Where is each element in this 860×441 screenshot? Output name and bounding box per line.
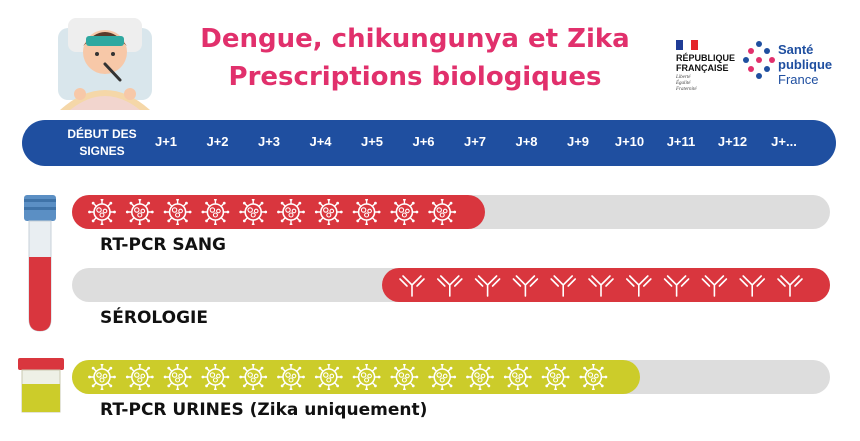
rtpcr-sang-virus-icons bbox=[88, 199, 457, 225]
serologie-label: SÉROLOGIE bbox=[100, 308, 208, 328]
timeline-day-8: J+8 bbox=[515, 134, 538, 149]
virus-icon bbox=[503, 364, 532, 390]
rtpcr-urines-track bbox=[72, 360, 830, 394]
rtpcr-urines-bar bbox=[72, 360, 640, 394]
timeline-day-9: J+9 bbox=[566, 134, 590, 149]
virus-icon bbox=[88, 364, 116, 390]
rf-motto-2: Égalité bbox=[676, 81, 691, 86]
serologie-antibody-icons bbox=[399, 275, 803, 297]
timeline-header: DÉBUT DES SIGNES J+1 J+2 J+3 J+4 J+5 J+6 J+7 J+… bbox=[22, 120, 836, 166]
timeline-day-13: J+... bbox=[771, 134, 797, 149]
spf-line2: publique bbox=[778, 57, 833, 72]
antibody-icon bbox=[474, 275, 501, 297]
antibody-icon bbox=[550, 275, 576, 297]
antibody-icon bbox=[777, 275, 803, 297]
antibody-icon bbox=[588, 275, 614, 297]
virus-icon bbox=[201, 199, 230, 225]
timeline-day-5: J+5 bbox=[360, 134, 384, 149]
virus-icon bbox=[88, 199, 116, 225]
timeline-day-7: J+7 bbox=[463, 134, 487, 149]
virus-icon bbox=[163, 199, 192, 225]
rf-motto-1: Liberté bbox=[676, 75, 691, 80]
antibody-icon bbox=[663, 275, 690, 297]
timeline-day-11: J+11 bbox=[666, 134, 696, 149]
serologie-track bbox=[72, 268, 830, 302]
page-title-line2: Prescriptions biologiques bbox=[228, 62, 602, 92]
rtpcr-sang-label: RT-PCR SANG bbox=[100, 235, 227, 255]
virus-icon bbox=[541, 364, 570, 390]
virus-icon bbox=[277, 364, 305, 390]
antibody-icon bbox=[437, 275, 463, 297]
virus-icon bbox=[125, 364, 154, 390]
virus-icon bbox=[352, 364, 381, 390]
timeline-day-3: J+3 bbox=[257, 134, 281, 149]
virus-icon bbox=[466, 364, 494, 390]
timeline-start-line2: SIGNES bbox=[79, 144, 125, 158]
timeline-start-line1: DÉBUT DES bbox=[67, 127, 137, 141]
virus-icon bbox=[352, 199, 381, 225]
urine-cup-icon bbox=[18, 358, 64, 413]
page-title-line1: Dengue, chikungunya et Zika bbox=[200, 24, 630, 54]
blood-tube-icon bbox=[24, 195, 56, 332]
rtpcr-sang-bar bbox=[72, 195, 485, 229]
rtpcr-sang-track bbox=[72, 195, 830, 229]
virus-icon bbox=[314, 364, 343, 390]
virus-icon bbox=[579, 364, 608, 390]
virus-icon bbox=[390, 199, 419, 225]
timeline-day-10: J+10 bbox=[614, 134, 645, 149]
republique-francaise-logo: RÉPUBLIQUE FRANÇAISE Liberté Égalité Fra… bbox=[676, 40, 735, 93]
timeline-day-6: J+6 bbox=[412, 134, 435, 149]
virus-icon bbox=[390, 364, 419, 390]
antibody-icon bbox=[626, 275, 652, 297]
french-flag-icon bbox=[676, 40, 698, 50]
virus-icon bbox=[314, 199, 343, 225]
sante-publique-dots-icon bbox=[743, 41, 775, 79]
spf-line3: France bbox=[778, 72, 819, 87]
sante-publique-logo: Santé publique France bbox=[778, 42, 832, 87]
virus-icon bbox=[428, 199, 457, 225]
antibody-icon bbox=[701, 275, 728, 297]
antibody-icon bbox=[512, 275, 539, 297]
rtpcr-urines-virus-icons bbox=[88, 364, 608, 390]
sick-person-illustration bbox=[58, 18, 152, 110]
rf-motto-3: Fraternité bbox=[676, 87, 697, 92]
timeline-day-12: J+12 bbox=[717, 134, 748, 149]
virus-icon bbox=[201, 364, 230, 390]
timeline-day-4: J+4 bbox=[309, 134, 332, 149]
virus-icon bbox=[239, 199, 268, 225]
rf-line1: RÉPUBLIQUE bbox=[676, 53, 736, 63]
rf-line2: FRANÇAISE bbox=[676, 63, 729, 73]
timeline-day-1: J+1 bbox=[154, 134, 178, 149]
virus-icon bbox=[428, 364, 457, 390]
timeline-start-label: DÉBUT DES SIGNES bbox=[52, 126, 152, 160]
virus-icon bbox=[125, 199, 154, 225]
virus-icon bbox=[163, 364, 192, 390]
antibody-icon bbox=[399, 275, 425, 297]
spf-line1: Santé bbox=[778, 42, 814, 57]
virus-icon bbox=[277, 199, 305, 225]
rtpcr-urines-label: RT-PCR URINES (Zika uniquement) bbox=[100, 400, 428, 420]
serologie-bar bbox=[382, 268, 830, 302]
antibody-icon bbox=[739, 275, 765, 297]
timeline-day-2: J+2 bbox=[206, 134, 229, 149]
virus-icon bbox=[239, 364, 268, 390]
